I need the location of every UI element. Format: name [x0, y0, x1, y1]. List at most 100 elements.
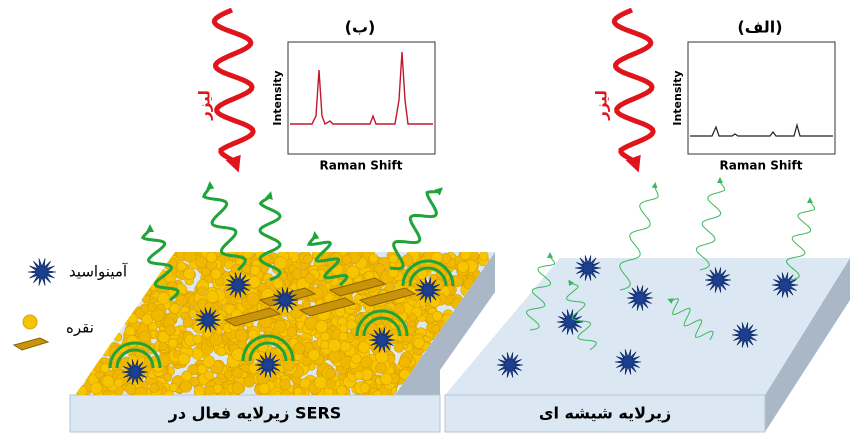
amino-acid-star: [194, 307, 222, 333]
enhancement-arc: [408, 266, 448, 287]
silver-particle: [168, 383, 178, 393]
axis-label: Raman Shift: [720, 159, 803, 173]
silver-particle: [428, 295, 441, 308]
amino-acid-star: [121, 359, 149, 385]
slab-side: [395, 252, 495, 432]
glass-substrate: [444, 258, 850, 433]
wave-arrow: [258, 191, 282, 282]
amino-acid-star: [496, 352, 524, 378]
silver-particle: [374, 263, 385, 274]
wave-arrow: [211, 7, 256, 173]
axis-label: Intensity: [271, 70, 284, 125]
silver-particle: [164, 390, 174, 395]
wave-arrow: [619, 182, 659, 291]
slab-top: [445, 258, 850, 395]
silver-particle: [398, 356, 411, 369]
silver-particle: [313, 375, 328, 390]
silver-particle: [339, 324, 349, 334]
amino-acid-star: [414, 277, 442, 303]
silver-particle: [203, 385, 215, 395]
silver-particle: [147, 302, 157, 312]
silver-particle: [293, 342, 305, 355]
silver-particle: [375, 362, 387, 374]
silver-particle: [375, 350, 389, 364]
amino-acid-star: [254, 352, 282, 378]
silver-particle: [100, 363, 111, 374]
silver-particle: [193, 385, 206, 395]
silver-particle: [231, 367, 243, 379]
substrate-label: زیرلایه فعال در SERS: [168, 404, 342, 423]
silver-particle: [279, 378, 291, 390]
silver-particle: [290, 305, 304, 319]
silver-particle: [388, 253, 399, 264]
enhancement-arc: [355, 309, 409, 337]
silver-particle: [223, 259, 234, 270]
silver-particle: [197, 286, 207, 296]
silver-particle: [282, 358, 295, 372]
silver-particle: [205, 290, 219, 304]
silver-particle: [359, 382, 370, 393]
silver-particle: [202, 355, 215, 368]
enhancement-arc: [248, 341, 288, 362]
enhancement-arc: [241, 334, 295, 362]
silver-particle: [380, 372, 393, 386]
axis-label: Raman Shift: [320, 159, 403, 173]
silver-particle: [272, 278, 284, 289]
wave-arrow: [306, 231, 349, 287]
silver-particle: [181, 370, 193, 382]
silver-particle: [205, 252, 218, 263]
silver-particle: [303, 254, 314, 265]
silver-particle: [273, 319, 287, 333]
silver-particle: [242, 252, 254, 260]
silver-particle: [393, 303, 405, 315]
wave-arrow: [140, 224, 180, 302]
silver-particle: [149, 383, 160, 393]
silver-particle: [325, 379, 336, 390]
amino-acid-star: [574, 255, 602, 281]
amino-acid-star: [704, 267, 732, 293]
silver-particle: [209, 333, 223, 347]
slab-front: [69, 394, 441, 433]
silver-particle: [459, 252, 472, 261]
panel-label: (ب): [345, 18, 376, 37]
silver-bar: [328, 277, 387, 297]
silver-particle: [216, 346, 226, 357]
decorations: [108, 7, 816, 385]
enhancement-arc: [362, 316, 402, 337]
panel-label: (الف): [737, 18, 782, 37]
silver-particle: [327, 338, 342, 353]
silver-particle: [182, 317, 193, 328]
silver-particle: [167, 338, 178, 349]
silver-particle: [204, 370, 214, 381]
silver-particle: [368, 253, 379, 264]
silver-particle: [247, 329, 259, 340]
silver-particle: [346, 319, 357, 331]
amino-acid-star: [626, 285, 654, 311]
silver-particle: [189, 376, 200, 387]
silver-particle: [307, 349, 320, 361]
silver-particle: [393, 342, 405, 353]
silver-particle: [249, 265, 261, 276]
amino-acid-star: [368, 327, 396, 353]
silver-particle: [346, 265, 360, 279]
silver-particle: [286, 326, 298, 337]
amino-acid-star: [224, 272, 252, 298]
silver-particle: [243, 376, 255, 388]
silver-particle: [357, 341, 370, 354]
silver-particle: [192, 334, 203, 345]
silver-particle: [157, 292, 170, 305]
silver-particle: [235, 329, 248, 342]
spectrum-line: [290, 51, 433, 126]
silver-particle: [413, 337, 425, 349]
plot-frame: [687, 41, 836, 155]
wave-arrow: [695, 177, 726, 271]
enhancement-arc: [108, 341, 162, 369]
amino-acid-star: [614, 349, 642, 375]
silver-particle: [457, 260, 470, 273]
slab-front: [444, 394, 766, 433]
silver-particle: [304, 273, 315, 284]
amino-acid-star: [731, 322, 759, 348]
legend-silver-dot: [22, 314, 38, 330]
plot-frame: [287, 41, 436, 155]
wave-arrow: [566, 279, 597, 351]
